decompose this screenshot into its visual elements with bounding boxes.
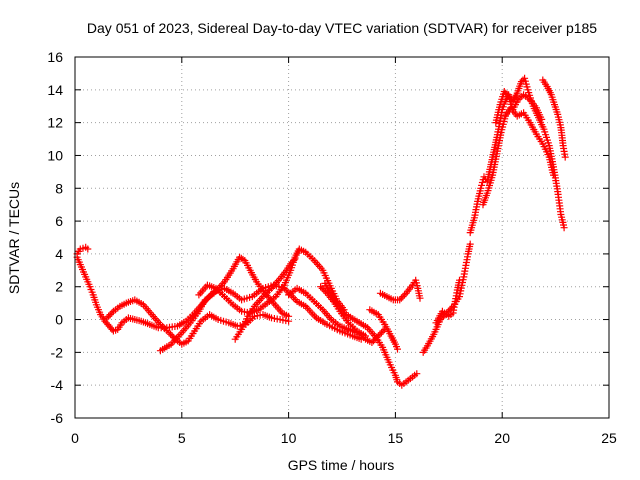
series-track-11 bbox=[376, 276, 424, 304]
y-tick-label: 0 bbox=[55, 312, 63, 328]
series-markers bbox=[432, 276, 463, 327]
y-tick-label: -4 bbox=[51, 377, 64, 393]
series-markers bbox=[479, 104, 557, 209]
x-tick-label: 15 bbox=[388, 430, 404, 446]
plot-border bbox=[74, 56, 610, 419]
series-track-10 bbox=[366, 306, 401, 353]
x-tick-label: 20 bbox=[494, 430, 510, 446]
y-tick-label: 10 bbox=[47, 147, 63, 163]
series-markers bbox=[321, 279, 421, 389]
series-markers bbox=[376, 276, 424, 304]
y-tick-label: 12 bbox=[47, 115, 63, 131]
y-tick-label: 6 bbox=[55, 213, 63, 229]
series-markers bbox=[231, 255, 299, 343]
series-track-15 bbox=[479, 104, 557, 209]
y-tick-label: -6 bbox=[51, 410, 64, 426]
series-markers bbox=[195, 245, 348, 317]
y-tick-label: 4 bbox=[55, 246, 63, 262]
y-tick-label: 14 bbox=[47, 82, 63, 98]
series-track-6 bbox=[231, 255, 299, 343]
series-markers bbox=[539, 76, 569, 161]
series-track-9 bbox=[321, 279, 421, 389]
series-markers bbox=[492, 88, 546, 127]
grid bbox=[75, 57, 609, 418]
y-tick-label: 16 bbox=[47, 49, 63, 65]
series-markers bbox=[419, 240, 474, 356]
y-axis-label: SDTVAR / TECUs bbox=[6, 182, 22, 294]
series-markers bbox=[73, 243, 92, 258]
series-markers bbox=[103, 296, 293, 348]
x-tick-label: 0 bbox=[71, 430, 79, 446]
series-track-16 bbox=[492, 88, 546, 127]
x-tick-label: 10 bbox=[281, 430, 297, 446]
y-tick-label: 8 bbox=[55, 180, 63, 196]
y-tick-label: 2 bbox=[55, 279, 63, 295]
series-track-12 bbox=[419, 240, 474, 356]
chart-title: Day 051 of 2023, Sidereal Day-to-day VTE… bbox=[87, 20, 597, 36]
y-tick-label: -2 bbox=[51, 344, 64, 360]
x-tick-label: 5 bbox=[178, 430, 186, 446]
series-markers bbox=[366, 306, 401, 353]
x-axis-label: GPS time / hours bbox=[288, 457, 395, 473]
series-track-5 bbox=[195, 245, 348, 317]
series-markers bbox=[156, 253, 293, 355]
x-tick-label: 25 bbox=[601, 430, 617, 446]
series-track-1 bbox=[73, 243, 92, 258]
series-track-3 bbox=[103, 296, 293, 348]
series-track-17 bbox=[539, 76, 569, 161]
series-track-13 bbox=[432, 276, 463, 327]
series-track-4 bbox=[156, 253, 293, 355]
data-series bbox=[73, 74, 569, 389]
